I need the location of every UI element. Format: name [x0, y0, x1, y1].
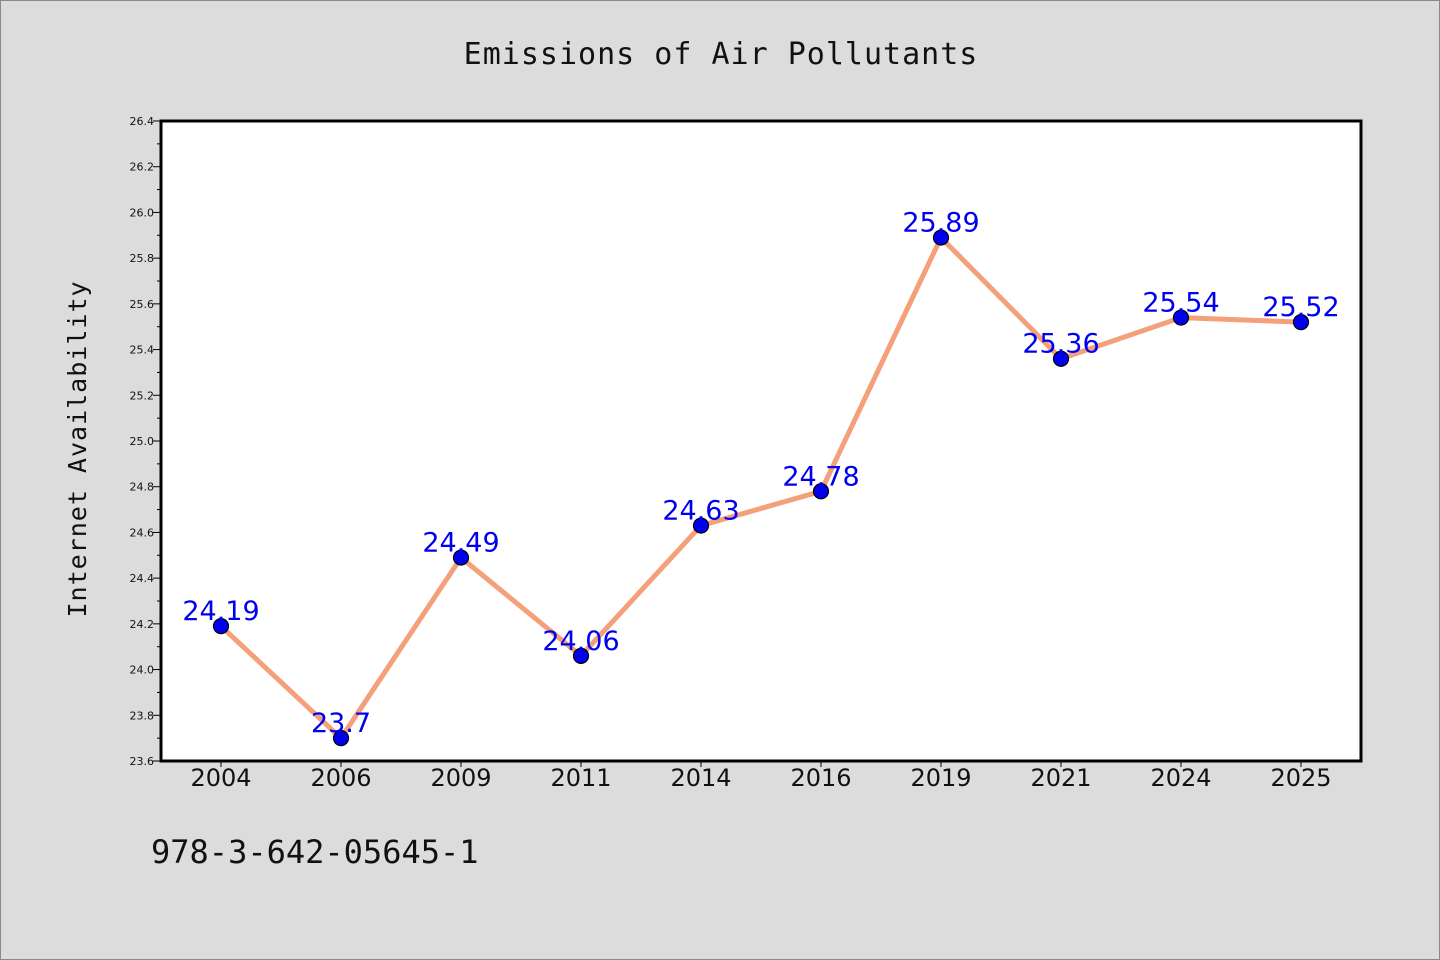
y-tick-label: 23.6 [130, 755, 155, 768]
y-tick-label: 26.2 [130, 161, 155, 174]
data-labels: 24.19 23.7 24.49 24.06 24.63 24.78 25.89 25.36 2… [182, 208, 1339, 740]
data-point [1172, 309, 1190, 326]
data-point [452, 549, 470, 566]
chart-title: Emissions of Air Pollutants [464, 37, 979, 72]
axis-ticks: 23.6 23.8 24.0 24.2 24.4 24.6 24.8 25.0 25.2 25.4… [130, 115, 1332, 792]
data-label: 25.54 [1142, 288, 1219, 319]
data-point [1292, 314, 1310, 331]
data-label: 25.52 [1262, 292, 1339, 323]
x-tick-label: 2024 [1150, 764, 1211, 792]
data-label: 24.19 [182, 596, 259, 627]
y-tick-label: 24.8 [130, 481, 155, 494]
y-tick-label: 25.0 [130, 435, 155, 448]
x-tick-label: 2011 [550, 764, 611, 792]
x-tick-label: 2006 [310, 764, 371, 792]
data-point [692, 517, 710, 534]
x-tick-label: 2016 [790, 764, 851, 792]
series-line-group [218, 235, 1304, 741]
data-label: 23.7 [311, 708, 371, 739]
x-tick-label: 2025 [1270, 764, 1331, 792]
y-tick-label: 25.2 [130, 389, 155, 402]
y-tick-label: 26.4 [130, 115, 155, 128]
y-tick-label: 26.0 [130, 206, 155, 219]
data-point [1052, 350, 1070, 367]
y-tick-label: 24.0 [130, 664, 155, 677]
y-tick-label: 25.8 [130, 252, 155, 265]
data-label: 24.63 [662, 496, 739, 527]
y-tick-label: 25.4 [130, 344, 155, 357]
isbn-footer: 978-3-642-05645-1 [151, 833, 479, 871]
data-label: 25.36 [1022, 329, 1099, 360]
data-point [332, 730, 350, 747]
y-axis-label: Internet Availability [63, 280, 92, 617]
data-point [572, 647, 590, 664]
data-point [212, 618, 230, 635]
plot-area [161, 121, 1361, 761]
y-tick-label: 25.6 [130, 298, 155, 311]
plot-frame [159, 119, 1363, 763]
y-tick-label: 24.2 [130, 618, 155, 631]
series-line [218, 235, 1304, 741]
y-tick-label: 23.8 [130, 709, 155, 722]
data-label: 24.06 [542, 626, 619, 657]
data-label: 25.89 [902, 208, 979, 239]
x-tick-label: 2019 [910, 764, 971, 792]
y-tick-label: 24.4 [130, 572, 155, 585]
x-tick-label: 2004 [190, 764, 251, 792]
data-label: 24.49 [422, 528, 499, 559]
data-markers [212, 229, 1310, 747]
data-label: 24.78 [782, 461, 859, 492]
x-tick-label: 2014 [670, 764, 731, 792]
data-point [812, 483, 830, 500]
x-tick-label: 2009 [430, 764, 491, 792]
y-tick-label: 24.6 [130, 526, 155, 539]
x-tick-label: 2021 [1030, 764, 1091, 792]
data-point [932, 229, 950, 246]
